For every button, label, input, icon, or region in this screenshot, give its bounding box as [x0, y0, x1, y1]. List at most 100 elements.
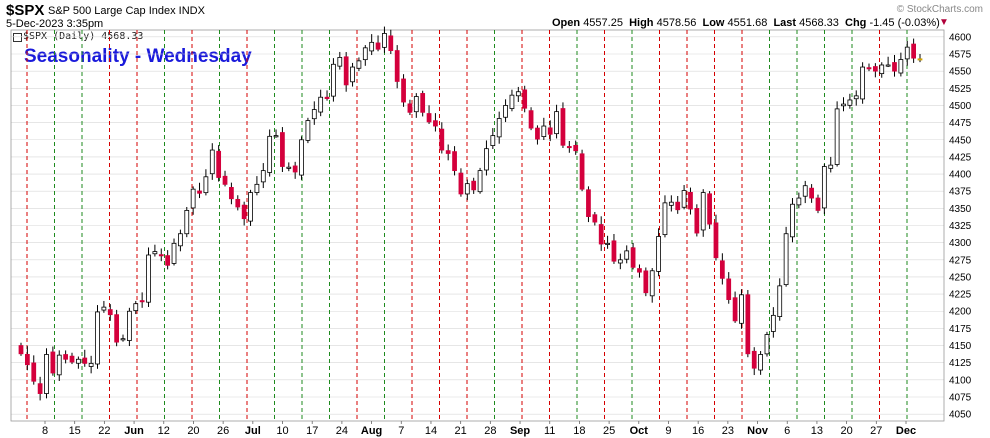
candle-body: [120, 338, 126, 341]
y-tick-label: 4075: [949, 392, 972, 403]
candle-body: [624, 250, 630, 260]
candle-body: [860, 66, 865, 100]
candle-body: [452, 151, 457, 172]
candle-body: [637, 268, 642, 273]
candle-body: [764, 334, 770, 355]
candle-body: [713, 222, 719, 259]
x-tick-label: Aug: [361, 425, 382, 437]
y-tick-label: 4200: [949, 307, 972, 318]
candle-body: [541, 125, 547, 137]
candle-body: [515, 91, 521, 97]
candle-body: [745, 294, 751, 355]
candle-body: [490, 135, 496, 146]
candle-body: [471, 180, 477, 191]
candle-body: [783, 233, 789, 286]
candle-body: [178, 233, 183, 247]
x-tick-label: 18: [573, 425, 585, 437]
y-tick-label: 4600: [949, 32, 972, 43]
candle-body: [18, 345, 24, 355]
x-tick-label: 10: [276, 425, 288, 437]
candle-body: [821, 166, 827, 209]
x-tick-label: 22: [98, 425, 110, 437]
candle-body: [675, 201, 681, 211]
candle-body: [222, 175, 228, 185]
x-tick-label: Jul: [245, 425, 261, 437]
x-tick-label: 14: [425, 425, 437, 437]
candle-body: [592, 214, 598, 223]
candle-body: [656, 236, 661, 272]
candle-body: [286, 166, 292, 169]
candle-body: [318, 96, 324, 113]
x-tick-label: 7: [398, 425, 404, 437]
candle-body: [76, 358, 81, 364]
candle-body: [458, 172, 464, 195]
candle-body: [229, 187, 234, 200]
candle-body: [31, 362, 37, 382]
y-tick-label: 4500: [949, 101, 972, 112]
y-tick-label: 4575: [949, 50, 972, 61]
candle-body: [401, 78, 406, 103]
candle-body: [535, 127, 540, 140]
candle-body: [484, 148, 489, 171]
y-tick-label: 4275: [949, 255, 972, 266]
candle-body: [37, 383, 43, 394]
x-tick-label: 25: [603, 425, 615, 437]
x-tick-label: Jun: [124, 425, 144, 437]
candle-body: [248, 192, 253, 222]
series-swatch-icon: [13, 33, 22, 42]
candle-body: [337, 57, 343, 67]
candle-body: [847, 99, 853, 106]
high-value: 4578.56: [656, 17, 697, 29]
candle-body: [560, 108, 566, 146]
y-tick-label: 4375: [949, 187, 972, 198]
candle-body: [190, 188, 196, 209]
candle-body: [509, 94, 515, 109]
y-tick-label: 4300: [949, 238, 972, 249]
candle-body: [790, 203, 795, 238]
x-tick-label: 20: [187, 425, 199, 437]
low-value: 4551.68: [727, 17, 768, 29]
x-tick-label: 20: [840, 425, 852, 437]
chg-label: Chg: [845, 17, 867, 29]
series-label: $SPX (Daily) 4568.33: [23, 31, 144, 42]
candle-body: [707, 193, 712, 225]
candle-body: [407, 103, 413, 113]
candle-body: [566, 146, 572, 149]
candle-body: [273, 135, 279, 138]
candle-body: [280, 132, 285, 167]
candle-body: [649, 270, 655, 297]
candle-body: [56, 354, 62, 376]
x-tick-label: Dec: [896, 425, 916, 437]
y-tick-label: 4125: [949, 358, 972, 369]
ohlc-readout: Open 4557.25 High 4578.56 Low 4551.68 La…: [552, 17, 940, 29]
candle-body: [139, 300, 145, 303]
candle-body: [598, 224, 604, 245]
candle-body: [209, 149, 215, 175]
y-tick-label: 4450: [949, 135, 972, 146]
candle-body: [88, 362, 94, 367]
candle-body: [331, 63, 336, 97]
high-label: High: [629, 17, 654, 29]
candle-body: [44, 354, 49, 394]
candle-body: [898, 59, 904, 74]
y-tick-label: 4250: [949, 272, 972, 283]
candle-body: [254, 183, 260, 193]
candle-body: [184, 210, 190, 235]
candle-body: [197, 190, 202, 194]
candle-body: [356, 60, 362, 69]
candle-body: [464, 183, 470, 195]
candle-body: [426, 113, 432, 123]
candle-body: [158, 254, 164, 257]
candle-body: [311, 109, 317, 120]
x-tick-label: 13: [811, 425, 823, 437]
candle-body: [917, 58, 923, 61]
candle-body: [834, 108, 840, 165]
candle-body: [69, 355, 75, 363]
y-tick-label: 4100: [949, 375, 972, 386]
last-value: 4568.33: [799, 17, 839, 29]
candle-body: [904, 46, 910, 60]
watermark: © StockCharts.com: [896, 4, 983, 15]
y-tick-label: 4400: [949, 170, 972, 181]
candle-body: [866, 67, 872, 70]
